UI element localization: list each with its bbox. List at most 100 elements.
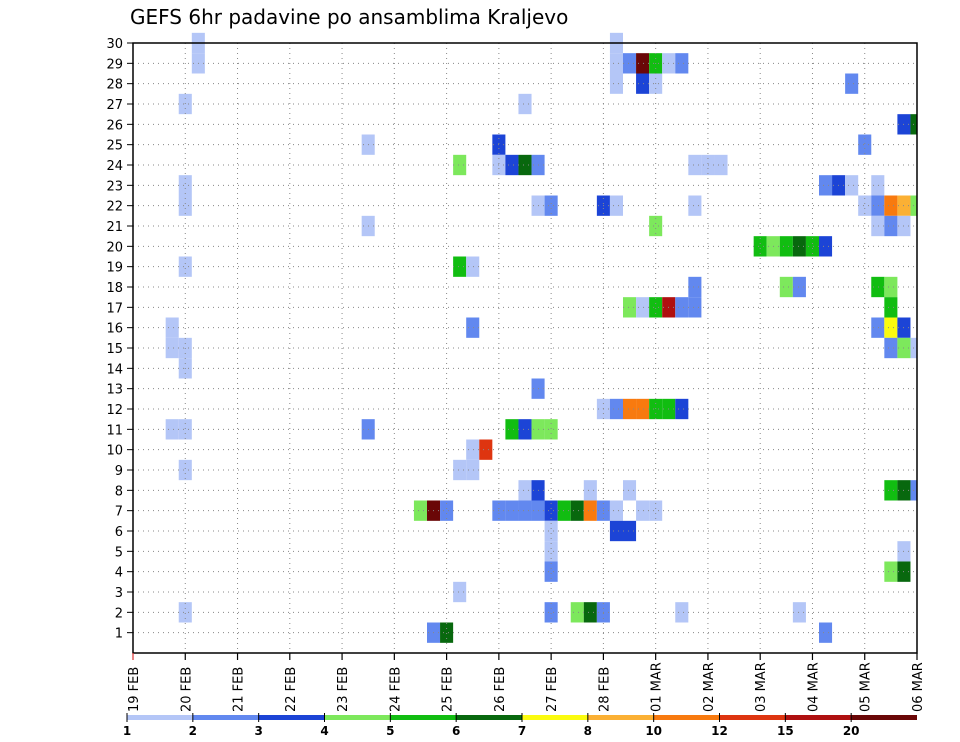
precip-cell — [884, 317, 898, 338]
precip-cell — [544, 195, 558, 216]
color-scale-label: 8 — [584, 724, 592, 738]
y-tick-label: 5 — [115, 545, 123, 560]
precip-cell — [453, 154, 467, 176]
color-scale-bar: 1 2 3 4 5 6 7 8 10 12 15 20 — [123, 713, 917, 738]
color-scale-label: 20 — [843, 724, 860, 738]
color-scale-segment — [522, 715, 588, 720]
precip-cell — [675, 297, 689, 318]
precip-cell — [688, 297, 702, 318]
color-scale-label: 7 — [518, 724, 526, 738]
precip-cell — [871, 195, 885, 216]
color-scale-segment — [653, 715, 720, 720]
precip-cell — [544, 541, 558, 562]
x-tick-label: 01 MAR — [650, 662, 665, 712]
precip-cell — [714, 154, 728, 176]
precip-cell — [884, 337, 898, 359]
precip-cell — [518, 154, 532, 176]
y-tick-label: 23 — [106, 179, 123, 194]
color-scale-segment — [390, 715, 457, 720]
precip-cell — [544, 500, 558, 521]
y-tick-label: 17 — [106, 301, 123, 316]
color-scale-segment — [258, 715, 325, 720]
precip-cell — [636, 398, 650, 420]
x-tick-label: 06 MAR — [911, 662, 926, 712]
precip-cell — [518, 93, 532, 115]
precip-cell — [583, 480, 597, 501]
y-tick-label: 27 — [106, 98, 123, 113]
x-tick-label: 05 MAR — [859, 662, 874, 712]
precip-cell — [884, 561, 898, 582]
precip-cell — [609, 520, 623, 542]
precip-cell — [544, 602, 558, 623]
precip-cell — [675, 602, 689, 623]
precip-cell — [570, 602, 584, 623]
precip-cell — [544, 419, 558, 440]
color-scale-label: 15 — [777, 724, 794, 738]
precip-cell — [178, 602, 192, 623]
precip-cell — [688, 276, 702, 298]
y-tick-label: 26 — [106, 118, 123, 133]
precip-cell — [779, 276, 793, 298]
precip-cell — [466, 459, 480, 481]
y-tick-label: 24 — [106, 159, 123, 174]
y-tick-label: 18 — [106, 281, 123, 296]
y-tick-label: 21 — [106, 220, 123, 235]
precip-cell — [779, 236, 793, 257]
precip-cell — [623, 520, 637, 542]
color-scale-label: 12 — [711, 724, 728, 738]
precip-cell — [570, 500, 584, 521]
precip-cell — [636, 53, 650, 74]
x-tick-label: 19 FEB — [127, 667, 142, 712]
precip-cell — [871, 175, 885, 196]
precip-cell — [858, 134, 872, 155]
precip-cell — [466, 439, 480, 460]
precip-cell — [453, 459, 467, 481]
precip-cell — [884, 297, 898, 318]
y-tick-label: 13 — [106, 383, 123, 398]
precip-cell — [165, 317, 179, 338]
x-tick-label: 28 FEB — [597, 667, 612, 712]
y-axis: 1234567891011121314151617181920212223242… — [106, 37, 133, 642]
precip-cell — [819, 622, 833, 643]
precip-cell — [701, 154, 715, 176]
precip-cell — [871, 317, 885, 338]
grid-lines — [133, 42, 917, 653]
y-tick-label: 22 — [106, 200, 123, 215]
precip-cell — [871, 215, 885, 237]
precip-cell — [505, 419, 519, 440]
precip-cell — [792, 602, 806, 623]
precip-cell — [544, 520, 558, 542]
precip-cell — [178, 195, 192, 216]
precip-cell — [649, 215, 663, 237]
x-axis: 19 FEB 20 FEB 21 FEB 22 FEB 23 FEB 24 FEB 25 F… — [127, 653, 926, 712]
precip-cell — [178, 256, 192, 277]
precip-cell — [440, 500, 454, 521]
precip-cell — [165, 419, 179, 440]
precip-cell — [819, 175, 833, 196]
y-tick-label: 28 — [106, 78, 123, 93]
y-tick-label: 25 — [106, 139, 123, 154]
y-tick-label: 19 — [106, 261, 123, 276]
precip-cell — [636, 297, 650, 318]
precip-cell — [845, 175, 859, 196]
precip-cell — [178, 459, 192, 481]
precip-cell — [792, 276, 806, 298]
precip-cell — [453, 581, 467, 603]
precip-cell — [675, 53, 689, 74]
precip-cell — [884, 276, 898, 298]
y-tick-label: 20 — [106, 240, 123, 255]
color-scale-segment — [719, 715, 786, 720]
x-tick-label: 03 MAR — [754, 662, 769, 712]
precip-cell — [623, 53, 637, 74]
precip-cell — [505, 500, 519, 521]
y-tick-label: 3 — [115, 586, 123, 601]
precip-cell — [505, 154, 519, 176]
y-tick-label: 29 — [106, 57, 123, 72]
precip-cell — [178, 175, 192, 196]
color-scale-segment — [456, 715, 522, 720]
precip-cell — [178, 419, 192, 440]
precip-cell — [688, 195, 702, 216]
y-tick-label: 16 — [106, 322, 123, 337]
y-tick-label: 8 — [115, 484, 123, 499]
